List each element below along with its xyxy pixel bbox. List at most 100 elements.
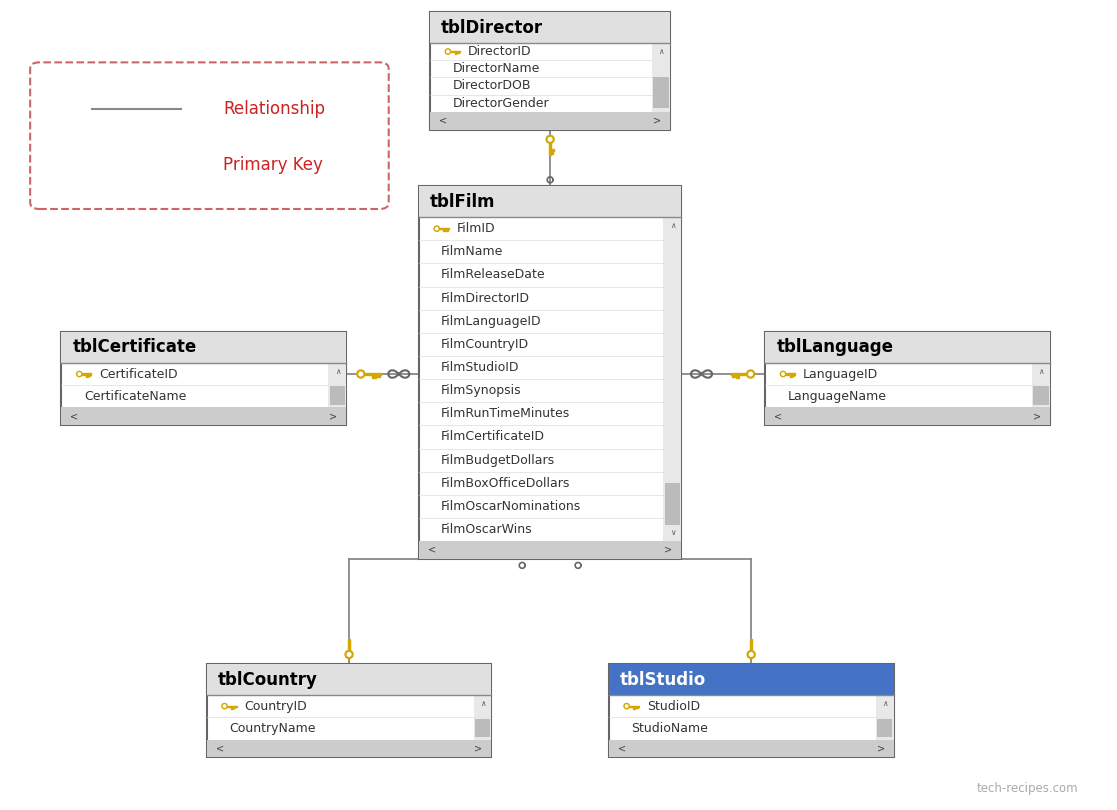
Polygon shape	[450, 51, 460, 52]
Text: CertificateName: CertificateName	[84, 390, 187, 403]
Text: >: >	[1033, 411, 1041, 421]
FancyBboxPatch shape	[609, 664, 894, 757]
FancyBboxPatch shape	[419, 186, 681, 559]
Text: <: <	[618, 744, 626, 753]
Polygon shape	[447, 50, 449, 53]
FancyBboxPatch shape	[663, 217, 681, 541]
Text: tblDirector: tblDirector	[441, 19, 543, 36]
Text: DirectorID: DirectorID	[468, 45, 532, 58]
Polygon shape	[77, 371, 82, 377]
Text: tblStudio: tblStudio	[620, 671, 706, 688]
FancyBboxPatch shape	[609, 740, 894, 757]
Text: ∧: ∧	[669, 221, 676, 230]
Text: FilmRunTimeMinutes: FilmRunTimeMinutes	[441, 407, 571, 420]
Text: tblLanguage: tblLanguage	[776, 339, 894, 356]
Polygon shape	[222, 703, 227, 709]
Polygon shape	[146, 166, 151, 169]
Text: FilmStudioID: FilmStudioID	[441, 361, 519, 374]
FancyBboxPatch shape	[1033, 386, 1049, 405]
Text: ∧: ∧	[479, 699, 486, 708]
FancyBboxPatch shape	[419, 541, 681, 559]
Polygon shape	[359, 373, 363, 376]
FancyBboxPatch shape	[61, 332, 346, 425]
Text: DirectorName: DirectorName	[452, 62, 540, 75]
Text: FilmCountryID: FilmCountryID	[441, 338, 529, 351]
Text: >: >	[877, 744, 885, 753]
Text: >: >	[653, 116, 661, 126]
FancyBboxPatch shape	[330, 386, 345, 405]
Text: LanguageName: LanguageName	[787, 390, 887, 403]
Polygon shape	[736, 375, 739, 378]
Text: tblCountry: tblCountry	[218, 671, 317, 688]
Text: ∨: ∨	[334, 394, 341, 403]
Polygon shape	[88, 374, 90, 376]
FancyBboxPatch shape	[765, 407, 1050, 425]
Text: >: >	[475, 744, 483, 753]
Text: <: <	[70, 411, 78, 421]
Text: FilmBoxOfficeDollars: FilmBoxOfficeDollars	[441, 477, 571, 490]
Polygon shape	[731, 373, 746, 375]
Text: CountryName: CountryName	[229, 722, 315, 735]
Text: ∨: ∨	[669, 528, 676, 537]
Text: ∨: ∨	[1038, 394, 1044, 403]
Text: FilmDirectorID: FilmDirectorID	[441, 292, 531, 305]
Text: FilmOscarWins: FilmOscarWins	[441, 523, 533, 536]
Polygon shape	[446, 49, 450, 54]
FancyBboxPatch shape	[430, 112, 670, 130]
Text: Primary Key: Primary Key	[223, 156, 323, 174]
Text: FilmID: FilmID	[457, 222, 496, 235]
FancyBboxPatch shape	[207, 664, 491, 757]
Polygon shape	[782, 373, 784, 375]
Text: >: >	[665, 545, 672, 555]
Text: <: <	[774, 411, 782, 421]
FancyBboxPatch shape	[430, 12, 670, 130]
Polygon shape	[551, 151, 553, 154]
Text: LanguageID: LanguageID	[803, 368, 878, 381]
Polygon shape	[446, 229, 448, 231]
Polygon shape	[65, 107, 69, 111]
Polygon shape	[550, 143, 551, 155]
Text: ∧: ∧	[334, 367, 341, 376]
Text: tech-recipes.com: tech-recipes.com	[976, 782, 1078, 795]
Text: <: <	[439, 116, 447, 126]
Polygon shape	[624, 703, 629, 709]
Polygon shape	[356, 370, 365, 378]
FancyBboxPatch shape	[207, 740, 491, 757]
Polygon shape	[732, 375, 735, 377]
Text: <: <	[428, 545, 436, 555]
FancyBboxPatch shape	[665, 484, 680, 525]
Polygon shape	[132, 163, 136, 167]
Text: ∨: ∨	[479, 727, 486, 735]
FancyBboxPatch shape	[653, 78, 669, 109]
Polygon shape	[790, 374, 792, 377]
Polygon shape	[436, 228, 438, 230]
Polygon shape	[746, 370, 755, 378]
FancyBboxPatch shape	[876, 695, 894, 740]
Text: DirectorGender: DirectorGender	[452, 96, 550, 109]
Polygon shape	[443, 229, 446, 231]
Text: Relationship: Relationship	[223, 100, 325, 118]
Text: >: >	[330, 411, 337, 421]
Polygon shape	[223, 705, 226, 707]
Polygon shape	[636, 706, 638, 708]
Polygon shape	[85, 110, 88, 113]
Polygon shape	[79, 110, 84, 113]
Polygon shape	[63, 104, 71, 113]
Text: tblCertificate: tblCertificate	[73, 339, 197, 356]
FancyBboxPatch shape	[1032, 363, 1050, 407]
Text: StudioID: StudioID	[647, 700, 700, 713]
FancyBboxPatch shape	[877, 718, 892, 737]
FancyBboxPatch shape	[652, 43, 670, 112]
Polygon shape	[748, 373, 753, 376]
FancyBboxPatch shape	[609, 664, 894, 695]
Polygon shape	[71, 108, 89, 110]
Text: FilmLanguageID: FilmLanguageID	[441, 315, 542, 328]
Polygon shape	[376, 375, 380, 377]
FancyBboxPatch shape	[430, 12, 670, 43]
FancyBboxPatch shape	[475, 718, 490, 737]
Polygon shape	[345, 650, 353, 659]
Polygon shape	[365, 373, 381, 375]
Polygon shape	[457, 52, 459, 53]
FancyBboxPatch shape	[765, 332, 1050, 425]
FancyBboxPatch shape	[419, 186, 681, 217]
